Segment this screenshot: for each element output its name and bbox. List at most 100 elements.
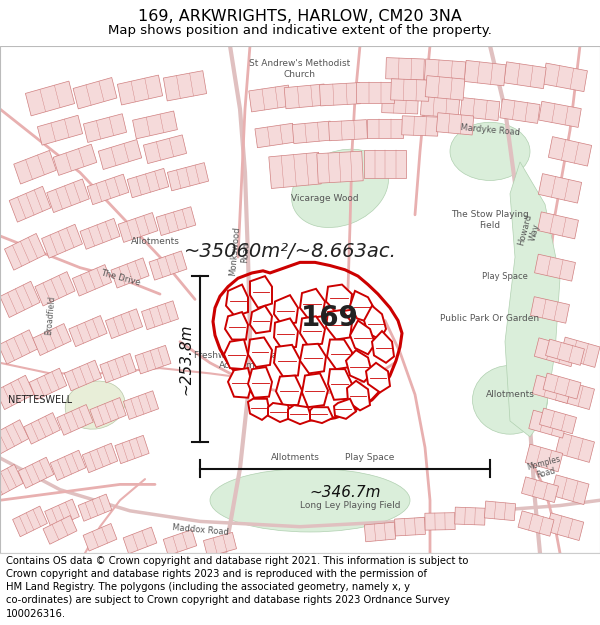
Polygon shape [124,391,158,419]
Polygon shape [143,135,187,164]
Polygon shape [535,254,575,281]
Polygon shape [386,58,424,80]
Polygon shape [356,82,394,102]
Text: Vicarage Wood: Vicarage Wood [291,194,359,203]
Polygon shape [224,339,248,369]
Polygon shape [25,81,74,116]
Polygon shape [326,284,352,312]
Polygon shape [382,94,418,114]
Polygon shape [83,524,117,551]
Polygon shape [47,179,89,212]
Polygon shape [484,501,515,521]
Polygon shape [127,168,169,198]
Polygon shape [0,281,40,318]
Text: Monkswood
Road: Monkswood Road [228,226,252,278]
Text: Map shows position and indicative extent of the property.: Map shows position and indicative extent… [108,24,492,38]
Polygon shape [163,529,197,556]
Polygon shape [203,532,236,557]
Polygon shape [327,339,352,369]
Polygon shape [123,527,157,554]
Polygon shape [228,368,252,398]
Text: Freshwaters Primary
Academy: Freshwaters Primary Academy [194,351,286,371]
Polygon shape [269,152,321,189]
Polygon shape [425,76,465,100]
Text: Allotments: Allotments [271,454,319,462]
Polygon shape [225,312,248,339]
Polygon shape [37,115,83,145]
Text: 169, ARKWRIGHTS, HARLOW, CM20 3NA: 169, ARKWRIGHTS, HARLOW, CM20 3NA [138,9,462,24]
Polygon shape [364,150,406,178]
Polygon shape [521,477,559,502]
Polygon shape [551,475,589,504]
Polygon shape [455,507,485,525]
Polygon shape [83,114,127,142]
Ellipse shape [292,149,388,228]
Polygon shape [300,289,325,318]
Text: Maddox Road: Maddox Road [172,523,229,537]
Polygon shape [0,420,29,454]
Polygon shape [350,321,375,354]
Ellipse shape [473,366,548,434]
Polygon shape [500,99,540,123]
Text: Mardyke Road: Mardyke Road [460,123,520,138]
Text: St Andrew's Methodist
Church: St Andrew's Methodist Church [250,59,350,79]
Polygon shape [560,337,600,367]
Text: Broadfield: Broadfield [44,295,56,335]
Polygon shape [310,408,333,423]
Polygon shape [57,404,93,435]
Polygon shape [539,408,577,434]
Polygon shape [9,186,51,222]
Polygon shape [268,403,291,422]
Polygon shape [23,412,61,444]
Polygon shape [167,162,209,191]
Polygon shape [250,276,272,308]
Polygon shape [98,139,142,169]
Polygon shape [73,264,112,296]
Polygon shape [334,399,356,419]
Polygon shape [73,78,117,109]
Text: ~35060m²/~8.663ac.: ~35060m²/~8.663ac. [184,242,397,261]
Text: ~253.8m: ~253.8m [179,323,193,395]
Polygon shape [556,379,595,409]
Ellipse shape [450,122,530,181]
Polygon shape [41,224,82,258]
Polygon shape [317,151,363,183]
Polygon shape [18,458,54,488]
Polygon shape [274,295,298,325]
Text: Contains OS data © Crown copyright and database right 2021. This information is : Contains OS data © Crown copyright and d… [6,556,469,619]
Polygon shape [255,123,295,148]
Polygon shape [0,330,38,364]
Polygon shape [328,369,352,400]
Polygon shape [504,62,546,89]
Polygon shape [82,443,118,472]
Polygon shape [248,338,272,367]
Polygon shape [436,112,474,135]
Ellipse shape [65,381,125,429]
Polygon shape [346,350,372,382]
Polygon shape [90,398,126,428]
Polygon shape [545,339,584,366]
Polygon shape [276,376,302,405]
Polygon shape [395,518,425,536]
Polygon shape [538,212,578,239]
Polygon shape [292,121,332,144]
Polygon shape [532,375,572,403]
Polygon shape [556,432,595,462]
Polygon shape [274,318,298,349]
Polygon shape [69,316,107,347]
Polygon shape [163,71,206,101]
Text: ~346.7m: ~346.7m [309,486,381,501]
Polygon shape [115,436,149,464]
Polygon shape [366,362,390,392]
Polygon shape [249,85,291,112]
Polygon shape [284,84,326,109]
Polygon shape [43,516,77,544]
Polygon shape [425,512,455,530]
Polygon shape [372,331,394,362]
Polygon shape [542,63,587,92]
Text: Allotments: Allotments [485,390,535,399]
Polygon shape [149,251,187,280]
Polygon shape [518,511,554,536]
Polygon shape [367,119,403,138]
Polygon shape [401,116,439,136]
